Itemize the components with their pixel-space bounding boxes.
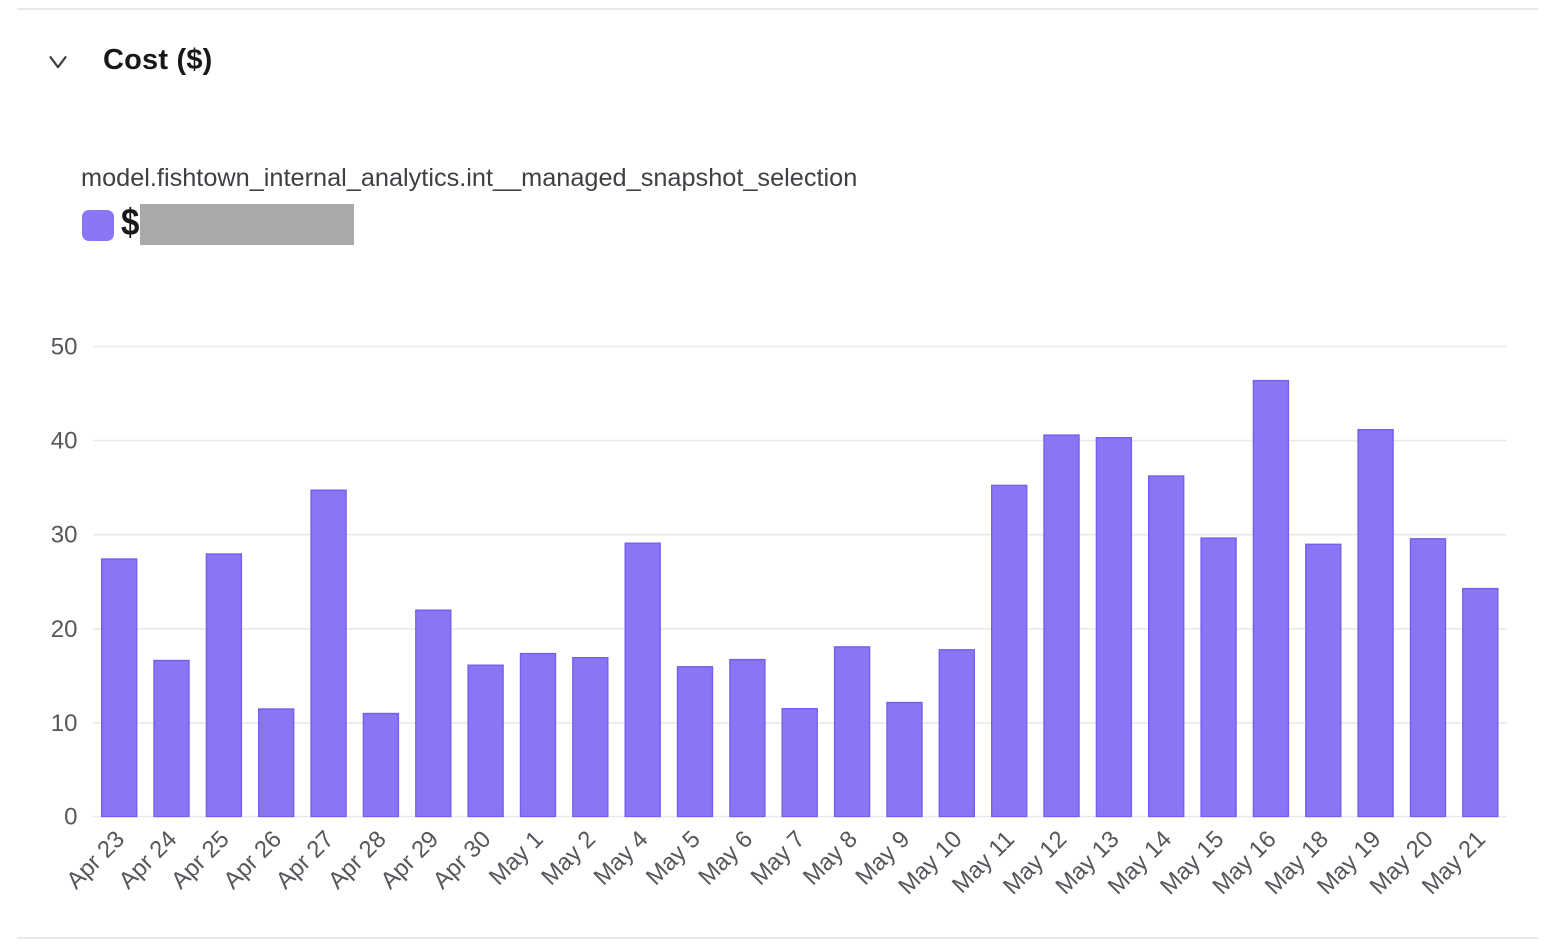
svg-text:Apr 24: Apr 24 bbox=[114, 826, 183, 895]
svg-text:May 6: May 6 bbox=[693, 826, 758, 891]
svg-text:Apr 28: Apr 28 bbox=[323, 826, 392, 895]
svg-text:May 2: May 2 bbox=[536, 826, 601, 891]
svg-text:50: 50 bbox=[51, 334, 78, 361]
svg-text:10: 10 bbox=[51, 710, 78, 737]
svg-text:May 1: May 1 bbox=[484, 826, 549, 891]
svg-text:May 4: May 4 bbox=[589, 826, 654, 891]
svg-text:May 7: May 7 bbox=[746, 826, 811, 891]
svg-text:Apr 29: Apr 29 bbox=[375, 826, 444, 895]
svg-text:Apr 23: Apr 23 bbox=[61, 826, 130, 895]
svg-text:Apr 30: Apr 30 bbox=[428, 826, 497, 895]
svg-text:Apr 25: Apr 25 bbox=[166, 826, 235, 895]
svg-text:0: 0 bbox=[64, 804, 77, 831]
svg-text:Apr 26: Apr 26 bbox=[218, 826, 287, 895]
svg-text:20: 20 bbox=[51, 616, 78, 643]
svg-text:May 8: May 8 bbox=[798, 826, 863, 891]
svg-text:Apr 27: Apr 27 bbox=[271, 826, 340, 895]
svg-text:30: 30 bbox=[51, 522, 78, 549]
svg-text:May 5: May 5 bbox=[641, 826, 706, 891]
svg-text:40: 40 bbox=[51, 428, 78, 455]
